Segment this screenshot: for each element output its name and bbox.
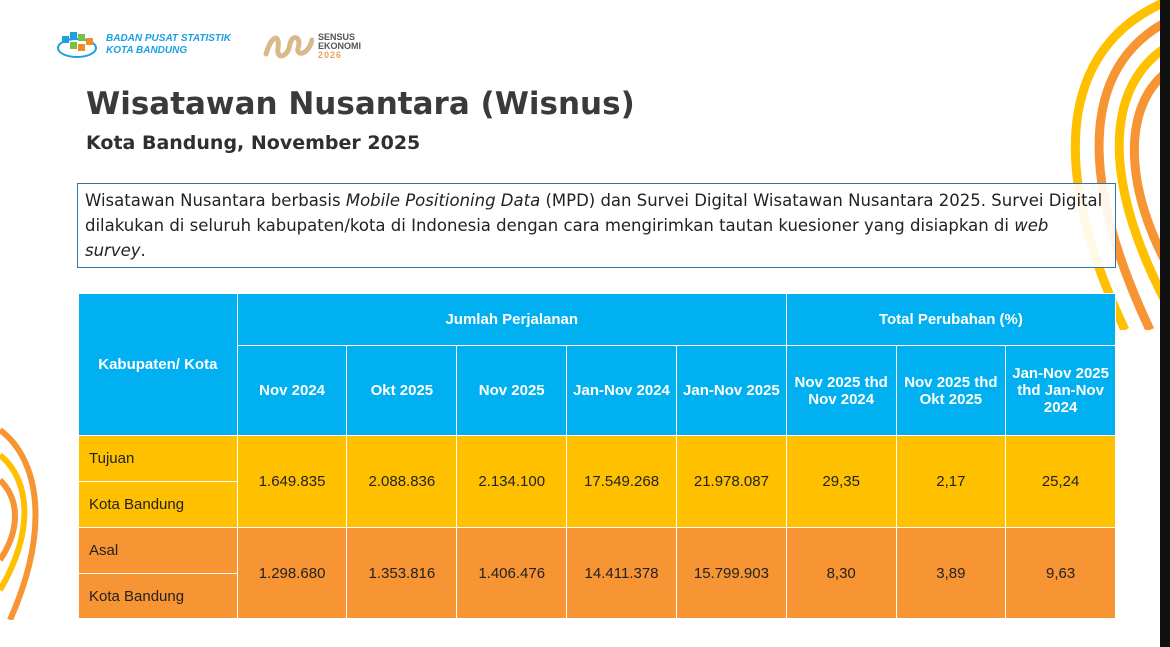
col-header: Okt 2025 [346,345,458,436]
cell: 8,30 [785,527,897,619]
header-total-perubahan: Total Perubahan (%) [785,293,1117,346]
col-header: Nov 2025 thd Nov 2024 [785,345,897,436]
decorative-stripes-left [0,427,39,620]
description-box: Wisatawan Nusantara berbasis Mobile Posi… [77,183,1116,268]
cell: 9,63 [1005,527,1116,619]
cell: 2.088.836 [346,435,458,528]
cell: 15.799.903 [675,527,787,619]
cell: 2,17 [895,435,1007,528]
window-edge [1160,0,1170,647]
desc-italic: Mobile Positioning Data [345,191,541,210]
decorative-stripes-right [1070,0,1170,330]
cell: 21.978.087 [675,435,787,528]
desc-italic: web survey [85,216,1049,260]
col-header: Jan-Nov 2025 thd Jan-Nov 2024 [1005,345,1116,436]
desc-text: . [140,241,146,260]
org-line2: KOTA BANDUNG [106,45,188,56]
header-region: Kabupaten/ Kota [78,293,238,436]
census-line1: SENSUS [318,31,356,42]
table-row-asal: Asal 1.298.680 1.353.816 1.406.476 14.41… [78,527,1116,619]
page-title: Wisatawan Nusantara (Wisnus) [86,86,635,122]
org-line1: BADAN PUSAT STATISTIK [106,33,231,44]
cell: 1.649.835 [236,435,348,528]
desc-text: (MPD) dan Survei Digital Wisatawan Nusan… [85,191,1103,235]
cell: 29,35 [785,435,897,528]
col-header: Nov 2024 [236,345,348,436]
sensus-logo-icon [263,35,314,59]
cell: 1.353.816 [346,527,458,619]
cell: 3,89 [895,527,1007,619]
census-year: 2026 [318,49,343,60]
col-header: Nov 2025 [456,345,568,436]
bps-logo: BADAN PUSAT STATISTIK KOTA BANDUNG [56,30,231,60]
col-header: Jan-Nov 2024 [566,345,677,436]
sensus-ekonomi-logo: SENSUS EKONOMI 2026 [262,30,361,62]
row-type: Asal [78,527,238,574]
row-type: Tujuan [78,435,238,482]
row-region: Kota Bandung [78,573,238,619]
row-region: Kota Bandung [78,481,238,528]
cell: 2.134.100 [456,435,568,528]
page-subtitle: Kota Bandung, November 2025 [86,132,421,154]
desc-text: Wisatawan Nusantara berbasis [85,191,346,210]
cell: 17.549.268 [566,435,677,528]
cell: 25,24 [1005,435,1116,528]
cell: 1.406.476 [456,527,568,619]
col-header: Jan-Nov 2025 [675,345,787,436]
col-header: Nov 2025 thd Okt 2025 [895,345,1007,436]
cell: 14.411.378 [566,527,677,619]
cell: 1.298.680 [236,527,348,619]
table-row-tujuan: Tujuan 1.649.835 2.088.836 2.134.100 17.… [78,435,1116,528]
bps-logo-icon [57,32,97,58]
header-jumlah-perjalanan: Jumlah Perjalanan [236,293,787,346]
wisnus-table: Kabupaten/ Kota Jumlah Perjalanan Total … [78,293,1117,619]
census-line2: EKONOMI [318,40,362,51]
